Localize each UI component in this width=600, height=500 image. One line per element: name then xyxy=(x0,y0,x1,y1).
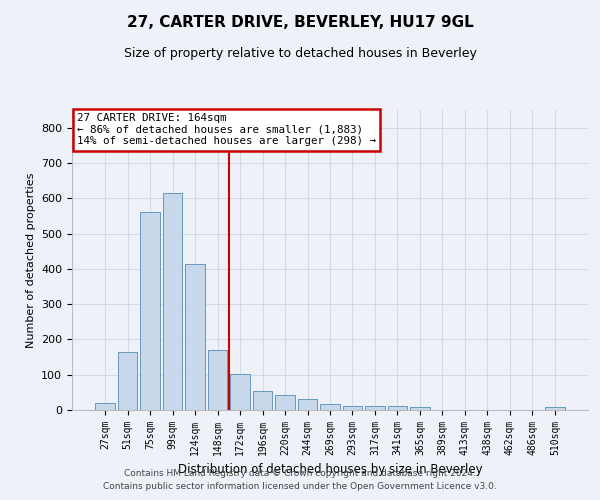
X-axis label: Distribution of detached houses by size in Beverley: Distribution of detached houses by size … xyxy=(178,464,482,476)
Bar xyxy=(163,193,182,410)
Bar xyxy=(365,406,385,410)
Bar xyxy=(298,398,317,410)
Text: Size of property relative to detached houses in Beverley: Size of property relative to detached ho… xyxy=(124,48,476,60)
Bar xyxy=(545,407,565,410)
Bar xyxy=(320,404,340,410)
Bar xyxy=(410,407,430,410)
Bar xyxy=(95,403,115,410)
Bar xyxy=(343,406,362,410)
Bar xyxy=(275,395,295,410)
Bar xyxy=(388,406,407,410)
Text: 27 CARTER DRIVE: 164sqm
← 86% of detached houses are smaller (1,883)
14% of semi: 27 CARTER DRIVE: 164sqm ← 86% of detache… xyxy=(77,113,376,146)
Text: Contains public sector information licensed under the Open Government Licence v3: Contains public sector information licen… xyxy=(103,482,497,491)
Bar xyxy=(253,390,272,410)
Bar xyxy=(230,374,250,410)
Text: 27, CARTER DRIVE, BEVERLEY, HU17 9GL: 27, CARTER DRIVE, BEVERLEY, HU17 9GL xyxy=(127,15,473,30)
Bar xyxy=(118,352,137,410)
Y-axis label: Number of detached properties: Number of detached properties xyxy=(26,172,35,348)
Bar xyxy=(185,264,205,410)
Text: Contains HM Land Registry data © Crown copyright and database right 2024.: Contains HM Land Registry data © Crown c… xyxy=(124,468,476,477)
Bar xyxy=(140,212,160,410)
Bar xyxy=(208,350,227,410)
